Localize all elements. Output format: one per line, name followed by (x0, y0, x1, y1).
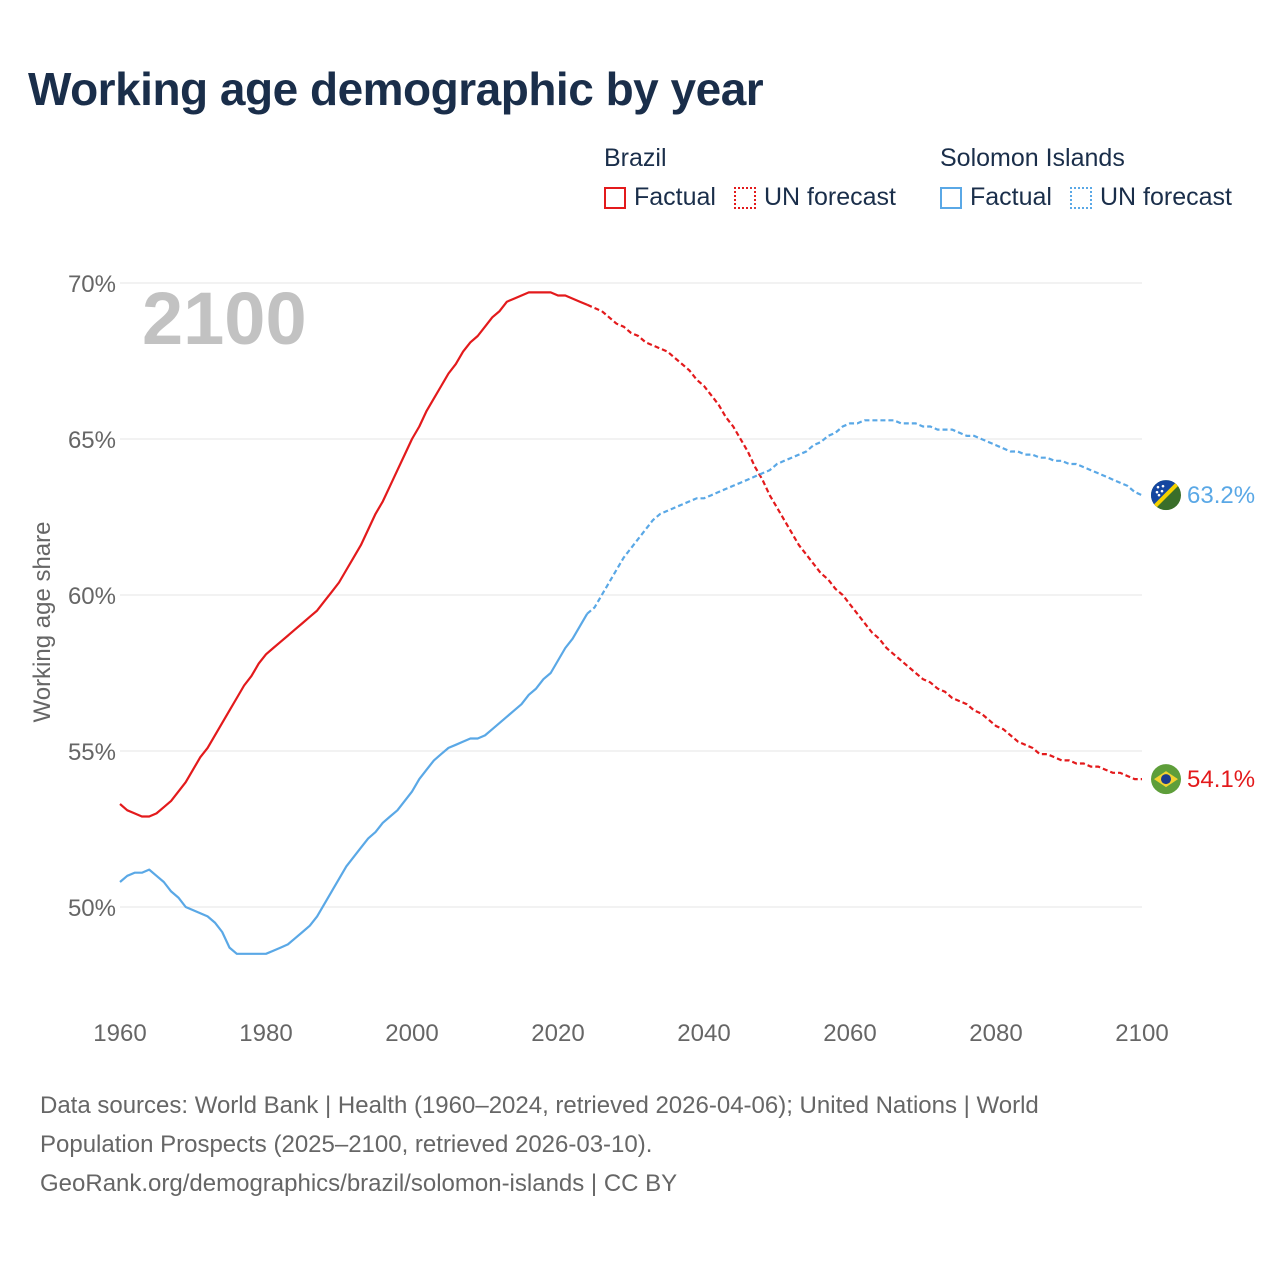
series-line-brazil-forecast (586, 303, 1142, 781)
x-tick-label-2060: 2060 (823, 1020, 876, 1047)
series-line-solomon-islands-forecast (586, 419, 1143, 615)
legend-item-solomon-factual[interactable]: Factual (940, 183, 1052, 212)
flag-solomon-star-0 (1156, 485, 1160, 489)
y-tick-label-65: 65% (68, 427, 116, 454)
y-axis-ticks: 50% 55% 60% 65% 70% (68, 271, 116, 922)
flag-solomon-star-4 (1157, 493, 1161, 497)
legend-swatch-brazil-factual (604, 186, 626, 209)
series-line-solomon-islands-factual (119, 613, 589, 955)
legend-group-brazil: Brazil Factual UN forecast (604, 144, 896, 212)
legend-label-brazil-forecast: UN forecast (763, 183, 896, 211)
x-tick-label-2100: 2100 (1115, 1020, 1168, 1047)
x-tick-label-2000: 2000 (385, 1020, 438, 1047)
footer-sources-line-1: Data sources: World Bank | Health (1960–… (40, 1092, 1039, 1119)
x-axis-ticks: 1960 1980 2000 2020 2040 2060 2080 2100 (93, 1020, 1168, 1047)
legend-swatch-solomon-factual (940, 186, 962, 209)
footer-sources-line-2: Population Prospects (2025–2100, retriev… (40, 1131, 653, 1158)
flag-solomon-stripe (1151, 480, 1181, 511)
x-tick-label-2040: 2040 (677, 1020, 730, 1047)
legend-swatch-brazil-forecast (733, 186, 756, 209)
flag-solomon-star-1 (1161, 484, 1165, 488)
y-tick-label-55: 55% (68, 739, 116, 766)
series-lines (119, 291, 1143, 955)
legend-group-name-solomon-islands: Solomon Islands (940, 144, 1125, 172)
footer-attribution: GeoRank.org/demographics/brazil/solomon-… (40, 1170, 678, 1197)
x-tick-label-1960: 1960 (93, 1020, 146, 1047)
legend-label-brazil-factual: Factual (634, 183, 716, 211)
flag-solomon-star-2 (1155, 490, 1159, 494)
y-tick-label-60: 60% (68, 583, 116, 610)
flag-brazil-icon (1151, 764, 1181, 795)
flag-solomon-islands-icon (1151, 480, 1181, 511)
series-line-brazil-factual (119, 291, 588, 818)
legend-item-brazil-forecast[interactable]: UN forecast (733, 183, 896, 212)
legend-item-solomon-forecast[interactable]: UN forecast (1069, 183, 1232, 212)
legend-group-name-brazil: Brazil (604, 144, 667, 172)
x-tick-label-2080: 2080 (969, 1020, 1022, 1047)
flag-solomon-star-3 (1160, 489, 1164, 493)
legend-label-solomon-factual: Factual (970, 183, 1052, 211)
y-axis-label: Working age share (29, 522, 56, 723)
chart-title: Working age demographic by year (28, 63, 764, 115)
y-tick-label-70: 70% (68, 271, 116, 298)
line-chart: 2100 50% 55% 60% 65% 70% 1960 1980 2000 2020 204… (29, 271, 1255, 1047)
x-tick-label-1980: 1980 (239, 1020, 292, 1047)
end-label-solomon-islands: 63.2% (1187, 482, 1255, 509)
legend-swatch-solomon-forecast (1069, 186, 1092, 209)
year-watermark: 2100 (142, 277, 307, 360)
x-tick-label-2020: 2020 (531, 1020, 584, 1047)
end-label-brazil: 54.1% (1187, 766, 1255, 793)
legend-label-solomon-forecast: UN forecast (1099, 183, 1232, 211)
flag-brazil-globe (1161, 774, 1171, 785)
legend-item-brazil-factual[interactable]: Factual (604, 183, 716, 212)
gridlines (120, 282, 1142, 908)
footer: Data sources: World Bank | Health (1960–… (40, 1086, 1230, 1203)
flag-solomon-body (1151, 480, 1181, 511)
legend-group-solomon-islands: Solomon Islands Factual UN forecast (940, 144, 1232, 212)
y-tick-label-50: 50% (68, 895, 116, 922)
series-end-markers: 54.1% 63.2% (1151, 480, 1255, 795)
